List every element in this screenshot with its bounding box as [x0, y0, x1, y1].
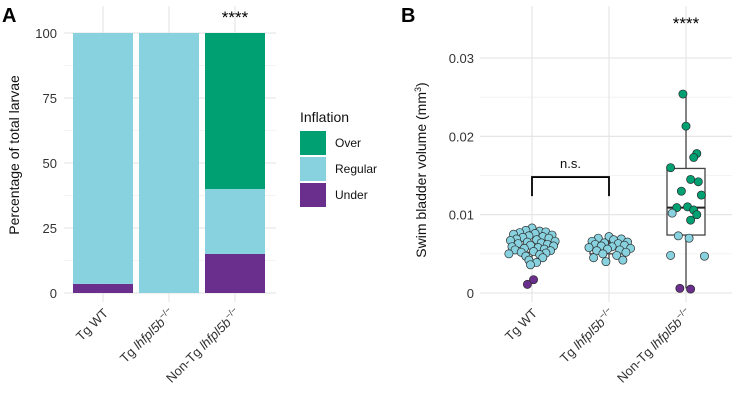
bar-under-2: [205, 254, 265, 293]
bar-regular-0: [73, 33, 133, 284]
bar-over-2: [205, 33, 265, 189]
data-point-regular: [673, 231, 683, 241]
panel-a-x-tick-label: Non-Tg lhfpl5b−/−: [162, 305, 243, 386]
legend-swatch-regular: [300, 157, 326, 181]
panel-b-significance-label: ****: [673, 14, 700, 33]
data-point-regular: [538, 253, 548, 263]
data-point-regular: [700, 251, 709, 261]
panel-b-y-tick-label: 0.03: [449, 51, 474, 66]
panel-a-y-tick-label: 0: [50, 286, 57, 301]
x-tick-label-text: Non-Tg: [614, 342, 658, 386]
data-point-regular: [684, 233, 694, 243]
bar-regular-2: [205, 189, 265, 254]
panel-b-x-tick-label: Non-Tg lhfpl5b−/−: [613, 305, 694, 386]
data-point-over: [666, 163, 676, 173]
legend-label-over: Over: [335, 136, 361, 150]
data-point-regular: [584, 243, 594, 253]
legend-label-regular: Regular: [335, 162, 377, 176]
data-point-over: [676, 186, 686, 196]
data-point-under: [522, 279, 532, 289]
x-tick-label-text: Non-Tg: [163, 342, 207, 386]
legend-swatch-over: [300, 131, 326, 155]
data-point-regular: [526, 260, 535, 270]
data-point-under: [529, 275, 538, 285]
data-point-under: [686, 284, 696, 294]
data-point-over: [678, 89, 688, 99]
data-point-over: [693, 177, 703, 187]
data-point-regular: [621, 247, 631, 257]
data-point-regular: [612, 250, 622, 260]
panel-b-comparison-bracket: n.s.: [531, 156, 610, 197]
panel-a-y-axis-title: Percentage of total larvae: [6, 75, 22, 235]
panel-b-x-tick-label: Tg lhfpl5b−/−: [556, 305, 617, 366]
panel-a-x-tick-label: Tg lhfpl5b−/−: [116, 305, 177, 366]
data-point-under: [675, 283, 685, 293]
panel-a-legend: Inflation Over Regular Under: [300, 109, 377, 207]
bar-under-0: [73, 283, 133, 293]
panel-b-y-tick-label: 0: [467, 286, 474, 301]
panel-b-y-axis-title: Swim bladder volume (mm3): [413, 82, 429, 257]
panel-a-y-tick-label: 75: [43, 91, 57, 106]
bar-regular-1: [139, 33, 199, 293]
panel-b-y-tick-label: 0.02: [449, 129, 474, 144]
data-point-over: [686, 215, 696, 225]
panel-a-y-tick-label: 25: [43, 221, 57, 236]
panel-a-y-tick-labels: 0 25 50 75 100: [35, 26, 57, 301]
panel-a-letter: A: [2, 5, 16, 27]
data-point-over: [689, 153, 699, 162]
data-point-regular: [598, 249, 608, 259]
data-point-regular: [666, 250, 676, 260]
x-tick-label-text: Tg WT: [502, 305, 540, 343]
data-point-regular: [667, 208, 677, 218]
data-point-regular: [504, 249, 514, 259]
panel-a-y-tick-label: 50: [43, 156, 57, 171]
comparison-bracket: [531, 176, 610, 197]
comparison-label: n.s.: [560, 156, 581, 171]
panel-b-letter: B: [401, 5, 415, 27]
data-point-over: [692, 210, 702, 220]
legend-title: Inflation: [300, 109, 349, 125]
data-point-regular: [601, 257, 611, 267]
data-point-regular: [618, 255, 628, 265]
data-point-over: [681, 121, 691, 131]
data-point-regular: [589, 253, 599, 263]
x-tick-label-text: Tg WT: [73, 305, 111, 343]
panel-a-y-tick-label: 100: [35, 26, 57, 41]
panel-a-significance-label: ****: [222, 8, 249, 27]
legend-swatch-under: [300, 183, 326, 207]
panel-b-y-tick-labels: 0 0.01 0.02 0.03: [449, 51, 474, 301]
panel-a-bars: [73, 33, 265, 293]
panel-b-y-tick-label: 0.01: [449, 208, 474, 223]
legend-label-under: Under: [335, 188, 368, 202]
panel-b-points: [504, 89, 709, 294]
panel-a-x-tick-label: Tg WT: [73, 305, 111, 343]
data-point-over: [696, 190, 706, 200]
legend-items: Over Regular Under: [300, 131, 377, 207]
panel-b-chart: n.s. 0 0.01 0.02 0.03 Tg WT Tg lhfpl5b−/−Non…: [413, 6, 732, 386]
data-point-over: [686, 174, 696, 184]
panel-b-x-tick-labels: Tg WT Tg lhfpl5b−/−Non-Tg lhfpl5b−/−: [502, 305, 694, 386]
panel-b-x-tick-label: Tg WT: [502, 305, 540, 343]
